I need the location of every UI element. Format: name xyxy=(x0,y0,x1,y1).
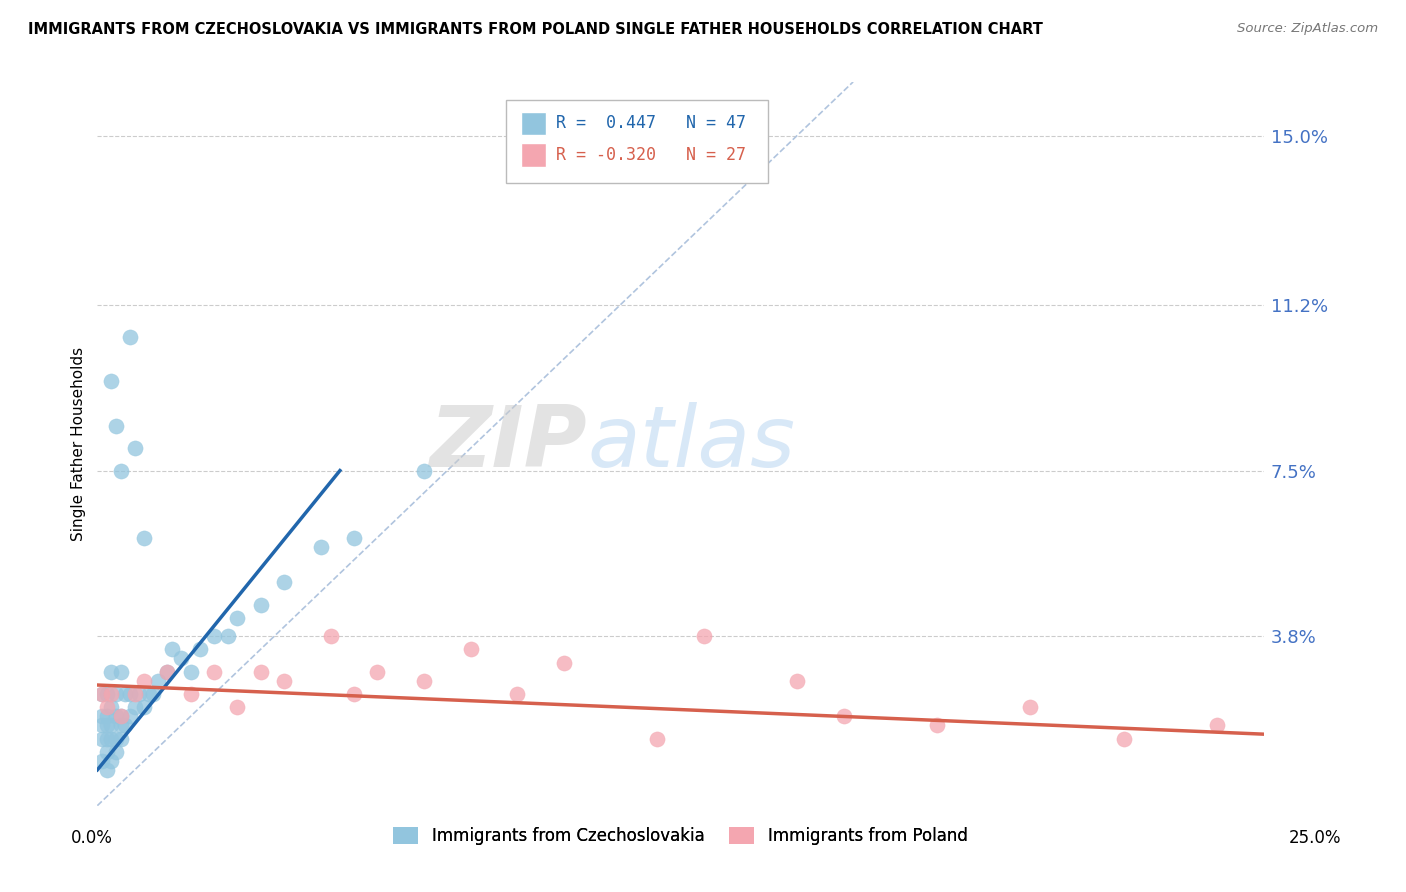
Point xyxy=(110,665,132,679)
Point xyxy=(413,673,436,688)
Legend: Immigrants from Czechoslovakia, Immigrants from Poland: Immigrants from Czechoslovakia, Immigran… xyxy=(387,820,974,852)
Point xyxy=(110,709,132,723)
Point xyxy=(118,329,141,343)
Text: atlas: atlas xyxy=(588,402,796,485)
Point xyxy=(226,700,249,714)
Point xyxy=(100,731,122,746)
Point xyxy=(188,642,211,657)
Point xyxy=(553,656,575,670)
Point xyxy=(366,665,388,679)
Point xyxy=(110,718,132,732)
Point xyxy=(124,700,146,714)
Point xyxy=(1019,700,1042,714)
Point xyxy=(91,718,114,732)
Point xyxy=(142,687,165,701)
Point xyxy=(96,745,118,759)
Point xyxy=(105,745,128,759)
Point xyxy=(146,673,169,688)
Point xyxy=(460,642,482,657)
Point xyxy=(273,673,295,688)
Point xyxy=(273,575,295,590)
Point xyxy=(343,531,366,545)
Text: 25.0%: 25.0% xyxy=(1288,829,1341,847)
Point xyxy=(311,540,333,554)
Point xyxy=(114,687,136,701)
Point xyxy=(100,754,122,768)
Point xyxy=(105,418,128,433)
Bar xyxy=(520,144,547,167)
Point xyxy=(202,629,225,643)
Point xyxy=(128,687,150,701)
Point xyxy=(124,442,146,456)
Point xyxy=(110,464,132,478)
Point xyxy=(160,642,183,657)
Point xyxy=(100,718,122,732)
Point xyxy=(96,709,118,723)
Point xyxy=(114,718,136,732)
Point xyxy=(132,700,155,714)
Point xyxy=(226,611,249,625)
Point xyxy=(217,629,239,643)
Point xyxy=(156,665,179,679)
Point xyxy=(156,665,179,679)
Point xyxy=(925,718,948,732)
Text: 0.0%: 0.0% xyxy=(70,829,112,847)
Point xyxy=(832,709,855,723)
Point xyxy=(202,665,225,679)
FancyBboxPatch shape xyxy=(506,100,768,183)
Y-axis label: Single Father Households: Single Father Households xyxy=(72,347,86,541)
Point xyxy=(132,531,155,545)
Point xyxy=(96,731,118,746)
Point xyxy=(96,700,118,714)
Point xyxy=(105,687,128,701)
Point xyxy=(100,700,122,714)
Point xyxy=(96,763,118,777)
Point xyxy=(249,598,271,612)
Point xyxy=(693,629,716,643)
Point xyxy=(91,687,114,701)
Text: R =  0.447   N = 47: R = 0.447 N = 47 xyxy=(555,114,745,132)
Point xyxy=(100,665,122,679)
Point xyxy=(100,374,122,388)
Point xyxy=(180,687,202,701)
Text: IMMIGRANTS FROM CZECHOSLOVAKIA VS IMMIGRANTS FROM POLAND SINGLE FATHER HOUSEHOLD: IMMIGRANTS FROM CZECHOSLOVAKIA VS IMMIGR… xyxy=(28,22,1043,37)
Point xyxy=(91,709,114,723)
Point xyxy=(118,709,141,723)
Point xyxy=(100,687,122,701)
Point xyxy=(118,687,141,701)
Bar xyxy=(520,112,547,135)
Point xyxy=(249,665,271,679)
Point xyxy=(96,687,118,701)
Point xyxy=(343,687,366,701)
Point xyxy=(124,687,146,701)
Text: ZIP: ZIP xyxy=(430,402,588,485)
Point xyxy=(105,709,128,723)
Point xyxy=(96,718,118,732)
Point xyxy=(110,731,132,746)
Point xyxy=(105,731,128,746)
Point xyxy=(786,673,808,688)
Text: R = -0.320   N = 27: R = -0.320 N = 27 xyxy=(555,146,745,164)
Point xyxy=(91,754,114,768)
Point xyxy=(506,687,529,701)
Text: Source: ZipAtlas.com: Source: ZipAtlas.com xyxy=(1237,22,1378,36)
Point xyxy=(1206,718,1229,732)
Point xyxy=(413,464,436,478)
Point xyxy=(170,651,193,665)
Point xyxy=(1112,731,1135,746)
Point xyxy=(132,673,155,688)
Point xyxy=(138,687,160,701)
Point xyxy=(91,687,114,701)
Point xyxy=(319,629,342,643)
Point xyxy=(645,731,668,746)
Point xyxy=(180,665,202,679)
Point xyxy=(110,709,132,723)
Point xyxy=(91,731,114,746)
